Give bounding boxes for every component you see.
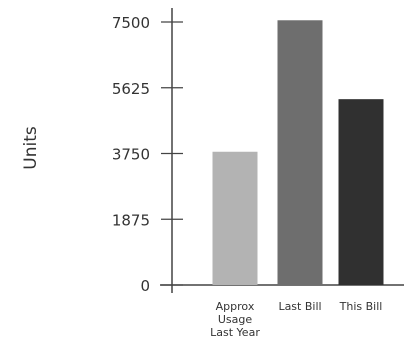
x-tick-label: Last Bill (278, 300, 321, 313)
y-tick-label: 1875 (112, 211, 150, 229)
bar (212, 151, 258, 285)
y-axis-label: Units (21, 126, 41, 170)
bar (277, 20, 323, 285)
x-tick-label: Usage (218, 313, 253, 326)
bars (212, 20, 384, 286)
y-tick-label: 0 (140, 277, 150, 295)
x-tick-label: Last Year (210, 326, 260, 339)
x-tick-label: This Bill (339, 300, 383, 313)
bar (338, 99, 384, 286)
y-tick-label: 5625 (112, 80, 150, 98)
y-tick-label: 3750 (112, 146, 150, 164)
y-tick-label: 7500 (112, 14, 150, 32)
y-axis-ticks: 0 1875 3750 5625 7500 (112, 14, 183, 295)
x-tick-label: Approx (216, 300, 255, 313)
